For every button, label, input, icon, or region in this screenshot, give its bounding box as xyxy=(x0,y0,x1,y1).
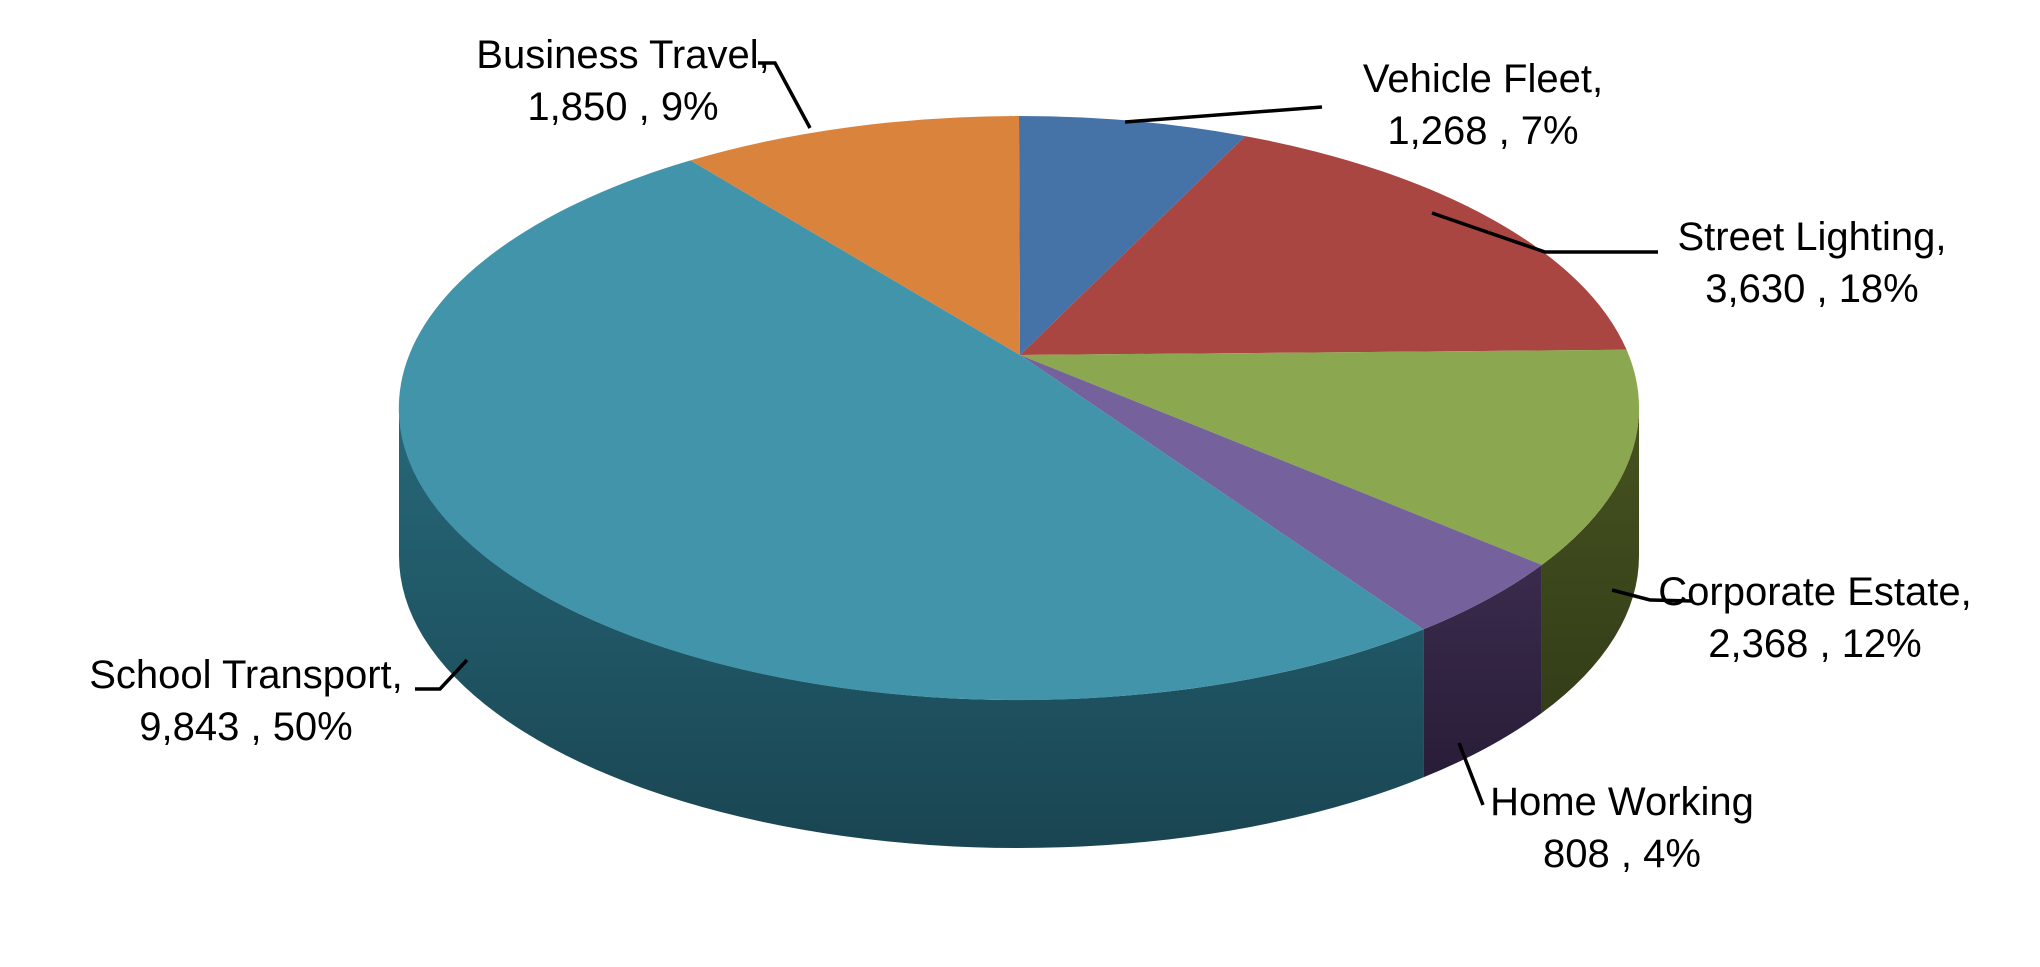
label-school-transport: School Transport, 9,843 , 50% xyxy=(89,649,403,753)
leader-line-school-transport xyxy=(415,658,469,691)
label-business-travel: Business Travel, 1,850 , 9% xyxy=(476,29,769,133)
pie-slice-home-working xyxy=(1020,355,1542,630)
leader-lines xyxy=(415,61,1693,806)
label-vehicle-fleet: Vehicle Fleet, 1,268 , 7% xyxy=(1363,53,1603,157)
pie-slice-street-lighting xyxy=(1020,136,1627,355)
label-vehicle-fleet-name: Vehicle Fleet, xyxy=(1362,57,1604,101)
leader-line-corporate-estate xyxy=(1611,588,1693,603)
label-vehicle-fleet-value: 1,268 , 7% xyxy=(1387,109,1579,153)
label-street-lighting: Street Lighting, 3,630 , 18% xyxy=(1677,211,1946,315)
leader-line-business-travel xyxy=(758,61,812,129)
pie-slice-business-travel xyxy=(690,116,1020,355)
label-corporate-estate: Corporate Estate, 2,368 , 12% xyxy=(1658,566,1972,670)
label-corporate-estate-value: 2,368 , 12% xyxy=(1708,622,1922,666)
leader-line-home-working xyxy=(1457,742,1485,806)
label-street-lighting-value: 3,630 , 18% xyxy=(1705,267,1919,311)
pie-side-home-working xyxy=(1423,564,1542,778)
label-home-working-name: Home Working xyxy=(1490,780,1754,824)
pie-side-school-transport xyxy=(399,408,1424,849)
label-home-working: Home Working 808 , 4% xyxy=(1490,776,1754,880)
label-business-travel-value: 1,850 , 9% xyxy=(527,85,719,129)
label-corporate-estate-name: Corporate Estate, xyxy=(1658,570,1972,614)
pie-slice-corporate-estate xyxy=(1020,349,1640,565)
leader-line-vehicle-fleet xyxy=(1124,105,1323,124)
label-school-transport-name: School Transport, xyxy=(89,653,403,697)
pie-top-layer xyxy=(398,116,1640,701)
pie-slice-vehicle-fleet xyxy=(1019,116,1246,355)
label-street-lighting-name: Street Lighting, xyxy=(1677,215,1947,259)
label-school-transport-value: 9,843 , 50% xyxy=(139,705,353,749)
pie-side-layer xyxy=(399,408,1640,849)
pie-slice-school-transport xyxy=(398,160,1424,701)
leader-line-street-lighting xyxy=(1431,211,1658,254)
pie-side-corporate-estate xyxy=(1541,408,1640,713)
label-business-travel-name: Business Travel, xyxy=(476,33,770,77)
label-home-working-value: 808 , 4% xyxy=(1543,832,1701,876)
